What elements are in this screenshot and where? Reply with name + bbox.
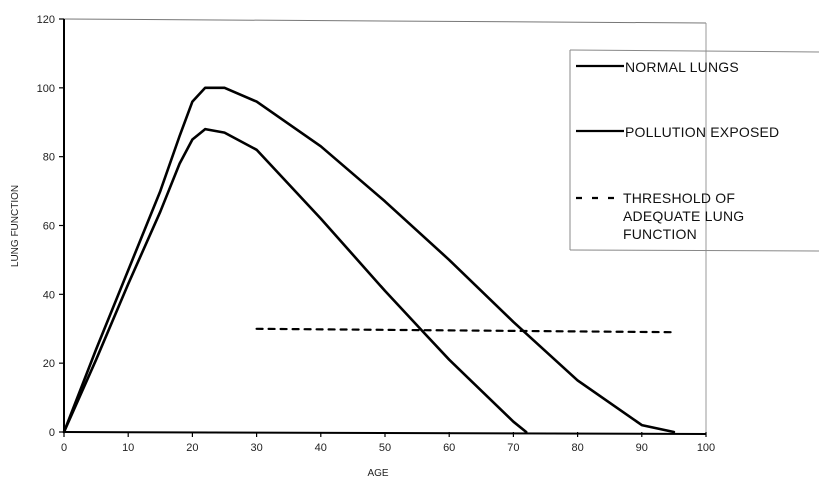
x-axis-title: AGE bbox=[367, 468, 388, 479]
x-tick-label: 40 bbox=[315, 442, 327, 454]
x-axis-ticks: 0 10 20 30 40 50 60 70 80 90 100 bbox=[61, 432, 715, 454]
y-tick-label: 120 bbox=[37, 14, 55, 26]
y-tick-label: 80 bbox=[43, 152, 55, 164]
series-line-threshold-of-adequate-lung-function bbox=[255, 327, 675, 334]
legend-label-threshold: THRESHOLD OF ADEQUATE LUNG FUNCTION bbox=[623, 190, 744, 242]
legend-label-normal-lungs: NORMAL LUNGS bbox=[625, 59, 739, 75]
x-tick-label: 100 bbox=[697, 442, 715, 454]
series-line-normal-lungs bbox=[62, 86, 676, 434]
x-tick-label: 30 bbox=[250, 442, 262, 454]
y-axis-title: LUNG FUNCTION bbox=[10, 185, 21, 267]
series-line-pollution-exposed bbox=[62, 127, 528, 434]
x-tick-label: 10 bbox=[122, 442, 134, 454]
legend-label-pollution-exposed: POLLUTION EXPOSED bbox=[625, 124, 779, 140]
x-tick-label: 60 bbox=[443, 442, 455, 454]
y-tick-label: 60 bbox=[43, 221, 55, 233]
series-layer bbox=[62, 86, 676, 434]
x-tick-label: 20 bbox=[186, 442, 198, 454]
legend-border-top bbox=[569, 49, 819, 53]
x-tick-label: 90 bbox=[636, 442, 648, 454]
legend-label-threshold-line: THRESHOLD OF bbox=[623, 190, 735, 206]
x-tick-label: 50 bbox=[379, 442, 391, 454]
x-tick-label: 0 bbox=[61, 442, 67, 454]
y-tick-label: 20 bbox=[43, 358, 55, 370]
legend: NORMAL LUNGS POLLUTION EXPOSED THRESHOLD… bbox=[569, 49, 819, 252]
x-tick-label: 80 bbox=[571, 442, 583, 454]
legend-border-bottom bbox=[569, 249, 819, 252]
plot-top-border bbox=[63, 18, 707, 24]
y-axis-ticks: 0 20 40 60 80 100 120 bbox=[37, 14, 64, 439]
y-tick-label: 100 bbox=[37, 83, 55, 95]
y-tick-label: 40 bbox=[43, 289, 55, 301]
legend-label-threshold-line: FUNCTION bbox=[623, 226, 697, 242]
x-tick-label: 70 bbox=[507, 442, 519, 454]
y-tick-label: 0 bbox=[49, 427, 55, 439]
legend-label-threshold-line: ADEQUATE LUNG bbox=[623, 208, 744, 224]
